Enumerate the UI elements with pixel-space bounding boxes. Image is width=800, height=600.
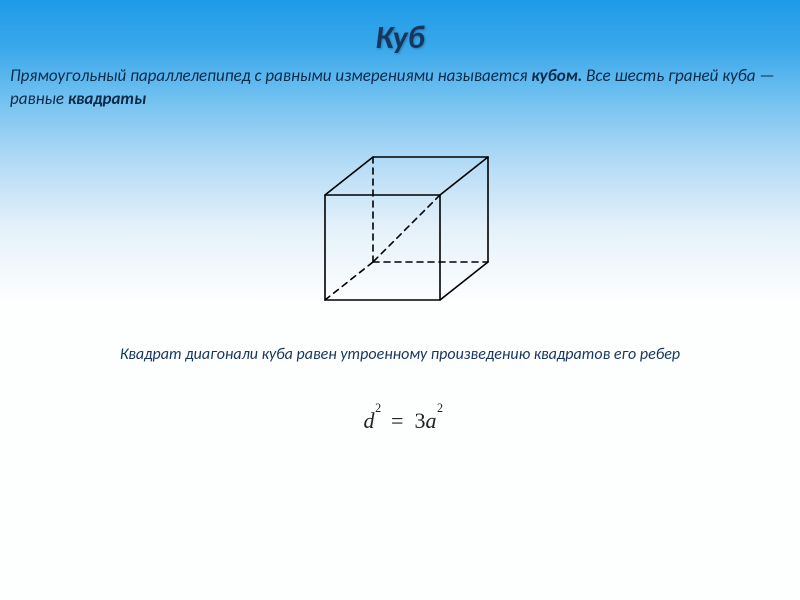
- formula-coef: 3: [414, 408, 425, 433]
- definition-text: Прямоугольный параллелепипед с равными и…: [0, 57, 800, 111]
- definition-bold-1: кубом.: [531, 65, 582, 86]
- formula-a: a2: [425, 408, 436, 434]
- cube-diagram: [295, 139, 505, 309]
- formula-eq: =: [391, 408, 403, 433]
- formula-d: d2: [364, 408, 375, 434]
- slide-title: Куб: [0, 0, 800, 57]
- definition-bold-2: квадраты: [68, 88, 146, 109]
- theorem-text: Квадрат диагонали куба равен утроенному …: [0, 345, 800, 364]
- definition-part-1: Прямоугольный параллелепипед с равными и…: [10, 65, 531, 86]
- formula: d2 = 3a2: [0, 408, 800, 434]
- cube-diagram-container: [0, 139, 800, 309]
